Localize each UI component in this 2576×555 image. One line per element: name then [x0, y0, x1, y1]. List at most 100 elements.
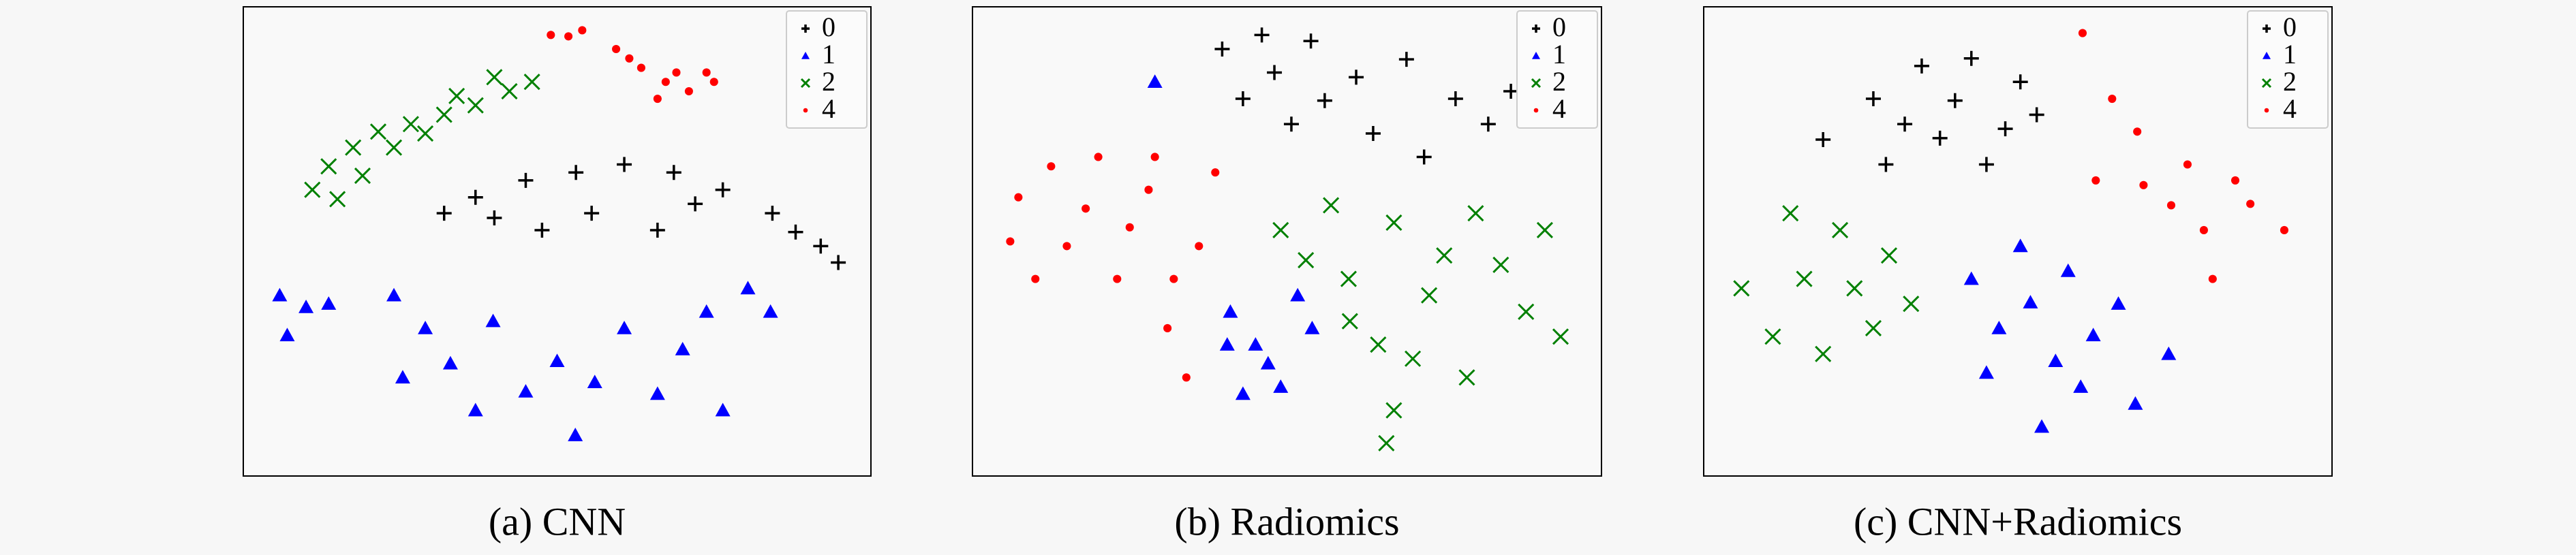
point — [2139, 180, 2148, 189]
point — [1914, 58, 1929, 74]
point — [402, 116, 419, 133]
point — [467, 189, 483, 205]
point — [1832, 221, 1849, 239]
legend-marker — [1531, 78, 1542, 89]
point — [2108, 94, 2117, 104]
point — [1421, 287, 1438, 304]
point — [1947, 93, 1963, 108]
point — [1458, 369, 1475, 386]
point — [684, 86, 693, 96]
point — [1248, 337, 1263, 351]
caption: (b) Radiomics — [1174, 499, 1399, 543]
caption: (a) CNN — [489, 499, 626, 543]
point — [1211, 168, 1220, 177]
point — [1349, 69, 1364, 85]
point — [1436, 247, 1453, 264]
point — [1254, 27, 1270, 43]
point — [1169, 274, 1178, 283]
point — [1094, 153, 1103, 161]
legend-label: 0 — [2283, 12, 2297, 42]
point — [1341, 313, 1358, 330]
point — [653, 94, 662, 104]
legend-marker — [1532, 52, 1540, 59]
point — [578, 26, 587, 35]
point — [763, 304, 778, 318]
point — [699, 304, 714, 318]
point — [1733, 280, 1750, 297]
point — [617, 320, 632, 334]
point — [467, 402, 483, 417]
point — [1125, 223, 1134, 232]
point — [435, 106, 453, 123]
point — [1846, 280, 1863, 297]
point — [2073, 379, 2089, 393]
point — [2012, 238, 2028, 253]
point — [501, 82, 518, 100]
point — [1865, 91, 1881, 107]
point — [279, 328, 295, 342]
point — [2199, 225, 2208, 235]
point — [1978, 365, 1994, 379]
legend-label: 0 — [1552, 12, 1566, 42]
point — [1385, 214, 1402, 232]
point — [534, 222, 550, 238]
point — [584, 206, 600, 221]
point — [1932, 130, 1948, 146]
point — [568, 428, 583, 441]
point — [1815, 345, 1832, 362]
point — [345, 139, 362, 156]
point — [1113, 274, 1122, 283]
legend-marker — [803, 108, 808, 113]
point — [1163, 323, 1172, 333]
point — [1405, 350, 1422, 367]
point — [1552, 328, 1569, 345]
point — [442, 355, 458, 370]
point — [1963, 50, 1979, 66]
point — [436, 206, 452, 221]
point — [549, 353, 565, 367]
point — [2048, 353, 2064, 367]
legend-marker — [2261, 78, 2272, 89]
point — [320, 158, 337, 175]
point — [1144, 185, 1153, 194]
point — [1365, 126, 1381, 142]
legend-label: 1 — [2283, 39, 2297, 69]
point — [1298, 251, 1315, 269]
point — [1991, 320, 2007, 334]
point — [813, 238, 829, 254]
point — [1518, 303, 1535, 320]
point — [547, 31, 555, 39]
point — [1082, 204, 1090, 213]
point — [765, 206, 780, 221]
point — [1062, 242, 1071, 251]
point — [1267, 65, 1283, 80]
point — [321, 296, 337, 310]
plot-frame — [1703, 6, 2333, 477]
point — [715, 182, 731, 197]
point — [1047, 162, 1056, 171]
point — [304, 181, 321, 198]
point — [702, 68, 711, 77]
point — [417, 125, 434, 142]
point — [1283, 116, 1299, 132]
point — [1492, 256, 1509, 274]
caption: (c) CNN+Radiomics — [1854, 499, 2182, 543]
point — [666, 165, 681, 180]
point — [1235, 91, 1251, 107]
legend-label: 4 — [1552, 93, 1566, 124]
point — [1416, 149, 1432, 165]
point — [1290, 287, 1306, 302]
legend-label: 2 — [822, 66, 835, 97]
point — [1865, 319, 1882, 337]
legend-label: 1 — [1552, 39, 1566, 69]
point — [2161, 346, 2177, 360]
point — [395, 370, 410, 384]
point — [625, 54, 634, 63]
point — [2111, 296, 2126, 310]
point — [831, 255, 846, 270]
point — [2078, 29, 2087, 37]
point — [518, 383, 534, 398]
legend-marker — [2263, 25, 2271, 33]
